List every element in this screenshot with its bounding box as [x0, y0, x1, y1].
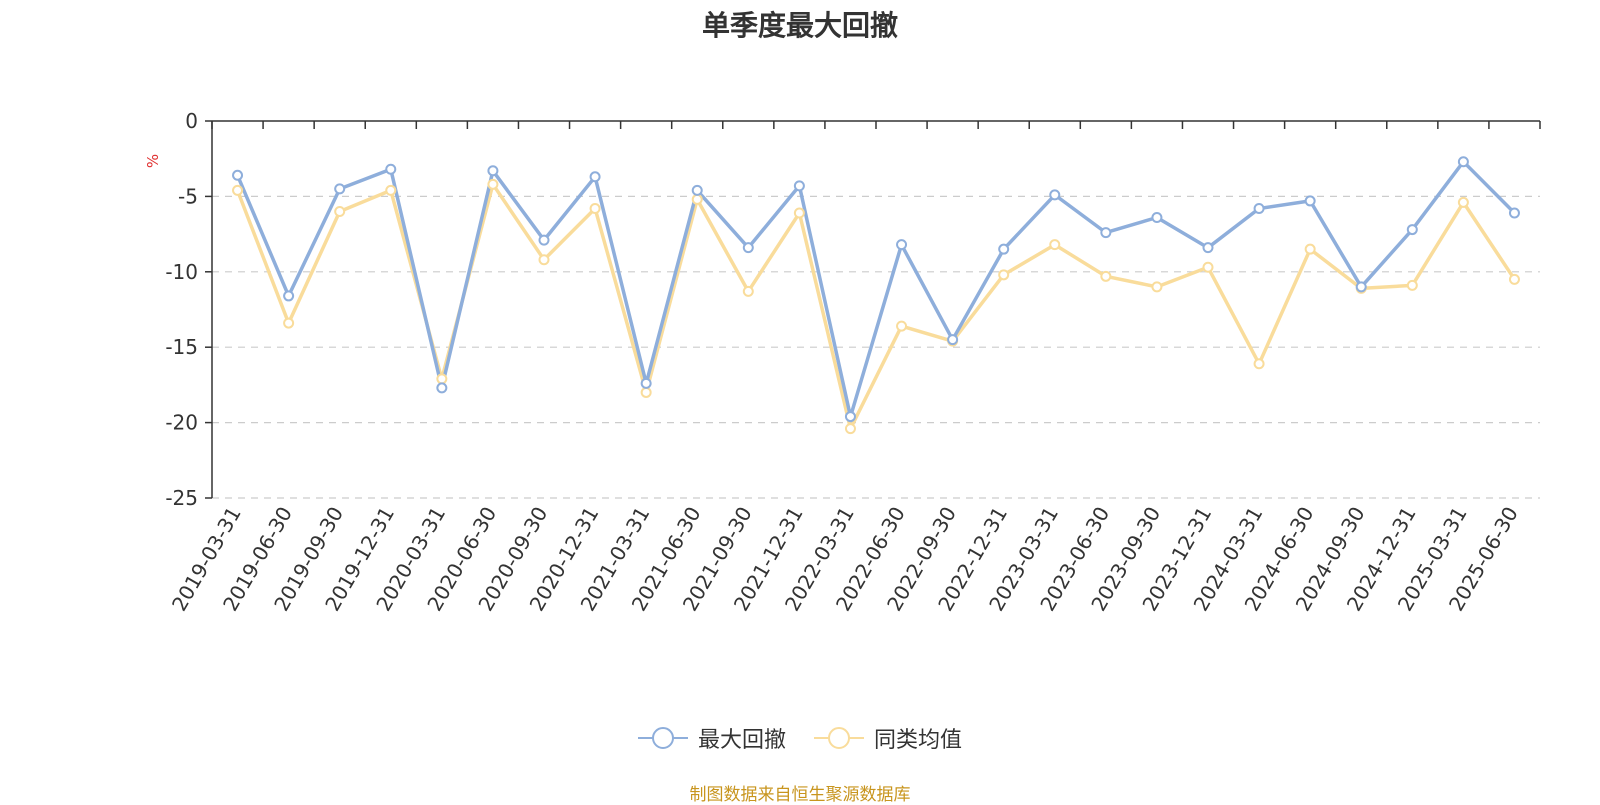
data-point-series-2 — [487, 178, 499, 190]
data-point-series-2 — [793, 207, 805, 219]
legend-label-series-1: 最大回撤 — [697, 728, 786, 753]
y-tick-label: -20 — [165, 411, 198, 435]
legend-marker-series-1 — [637, 727, 688, 749]
legend-marker-series-2 — [814, 727, 864, 749]
data-point-series-1 — [998, 243, 1010, 255]
chart-title: 单季度最大回撤 — [701, 9, 898, 42]
data-point-series-1 — [283, 290, 295, 302]
data-point-series-2 — [1508, 273, 1520, 285]
y-axis-label: % — [144, 154, 162, 168]
data-point-series-2 — [232, 184, 244, 196]
data-point-series-1 — [691, 184, 703, 196]
data-point-series-2 — [385, 184, 397, 196]
data-source-note: 制图数据来自恒生聚源数据库 — [689, 785, 911, 805]
data-point-series-2 — [742, 285, 754, 297]
data-point-series-1 — [436, 382, 448, 394]
data-point-series-1 — [1508, 207, 1520, 219]
data-point-series-1 — [334, 183, 346, 195]
data-point-series-2 — [1304, 243, 1316, 255]
data-point-series-2 — [1202, 261, 1214, 273]
chart-legend: 最大回撤 同类均值 — [0, 722, 1600, 754]
data-point-series-2 — [1151, 281, 1163, 293]
y-tick-label: 0 — [185, 109, 198, 133]
data-point-series-1 — [385, 163, 397, 175]
data-point-series-1 — [742, 242, 754, 254]
data-point-series-2 — [334, 205, 346, 217]
data-point-series-1 — [896, 239, 908, 251]
data-point-series-2 — [1457, 196, 1469, 208]
data-point-series-1 — [487, 165, 499, 177]
data-point-series-1 — [844, 411, 856, 423]
data-point-series-2 — [1100, 270, 1112, 282]
data-point-series-2 — [538, 254, 550, 266]
series-line-1 — [235, 159, 1517, 419]
data-point-series-1 — [1406, 224, 1418, 236]
data-point-series-2 — [844, 423, 856, 435]
data-point-series-1 — [1304, 195, 1316, 207]
data-point-series-2 — [436, 373, 448, 385]
data-point-series-2 — [691, 193, 703, 205]
legend-label-series-2: 同类均值 — [874, 728, 963, 753]
data-point-series-2 — [998, 269, 1010, 281]
data-point-series-1 — [1100, 227, 1112, 239]
data-point-series-1 — [538, 234, 550, 246]
data-point-series-2 — [640, 386, 652, 398]
y-tick-label: -25 — [165, 486, 198, 510]
data-point-series-2 — [896, 320, 908, 332]
data-point-series-1 — [589, 171, 601, 183]
data-point-series-1 — [1049, 189, 1061, 201]
data-point-series-1 — [640, 377, 652, 389]
data-point-series-2 — [1049, 239, 1061, 251]
legend-item-series-1[interactable]: 最大回撤 — [637, 722, 786, 754]
data-point-series-1 — [232, 169, 244, 181]
data-point-series-1 — [1355, 281, 1367, 293]
data-point-series-2 — [283, 317, 295, 329]
data-point-series-2 — [589, 202, 601, 214]
data-point-series-2 — [1406, 279, 1418, 291]
y-tick-label: -15 — [165, 335, 198, 359]
data-point-series-1 — [947, 334, 959, 346]
legend-item-series-2[interactable]: 同类均值 — [814, 722, 962, 754]
data-point-series-2 — [1253, 358, 1265, 370]
y-tick-label: -5 — [178, 184, 198, 208]
data-point-series-1 — [1202, 242, 1214, 254]
y-tick-label: -10 — [165, 260, 198, 284]
data-point-series-1 — [1253, 202, 1265, 214]
data-point-series-1 — [1151, 212, 1163, 224]
data-point-series-1 — [793, 180, 805, 192]
data-point-series-1 — [1457, 156, 1469, 168]
